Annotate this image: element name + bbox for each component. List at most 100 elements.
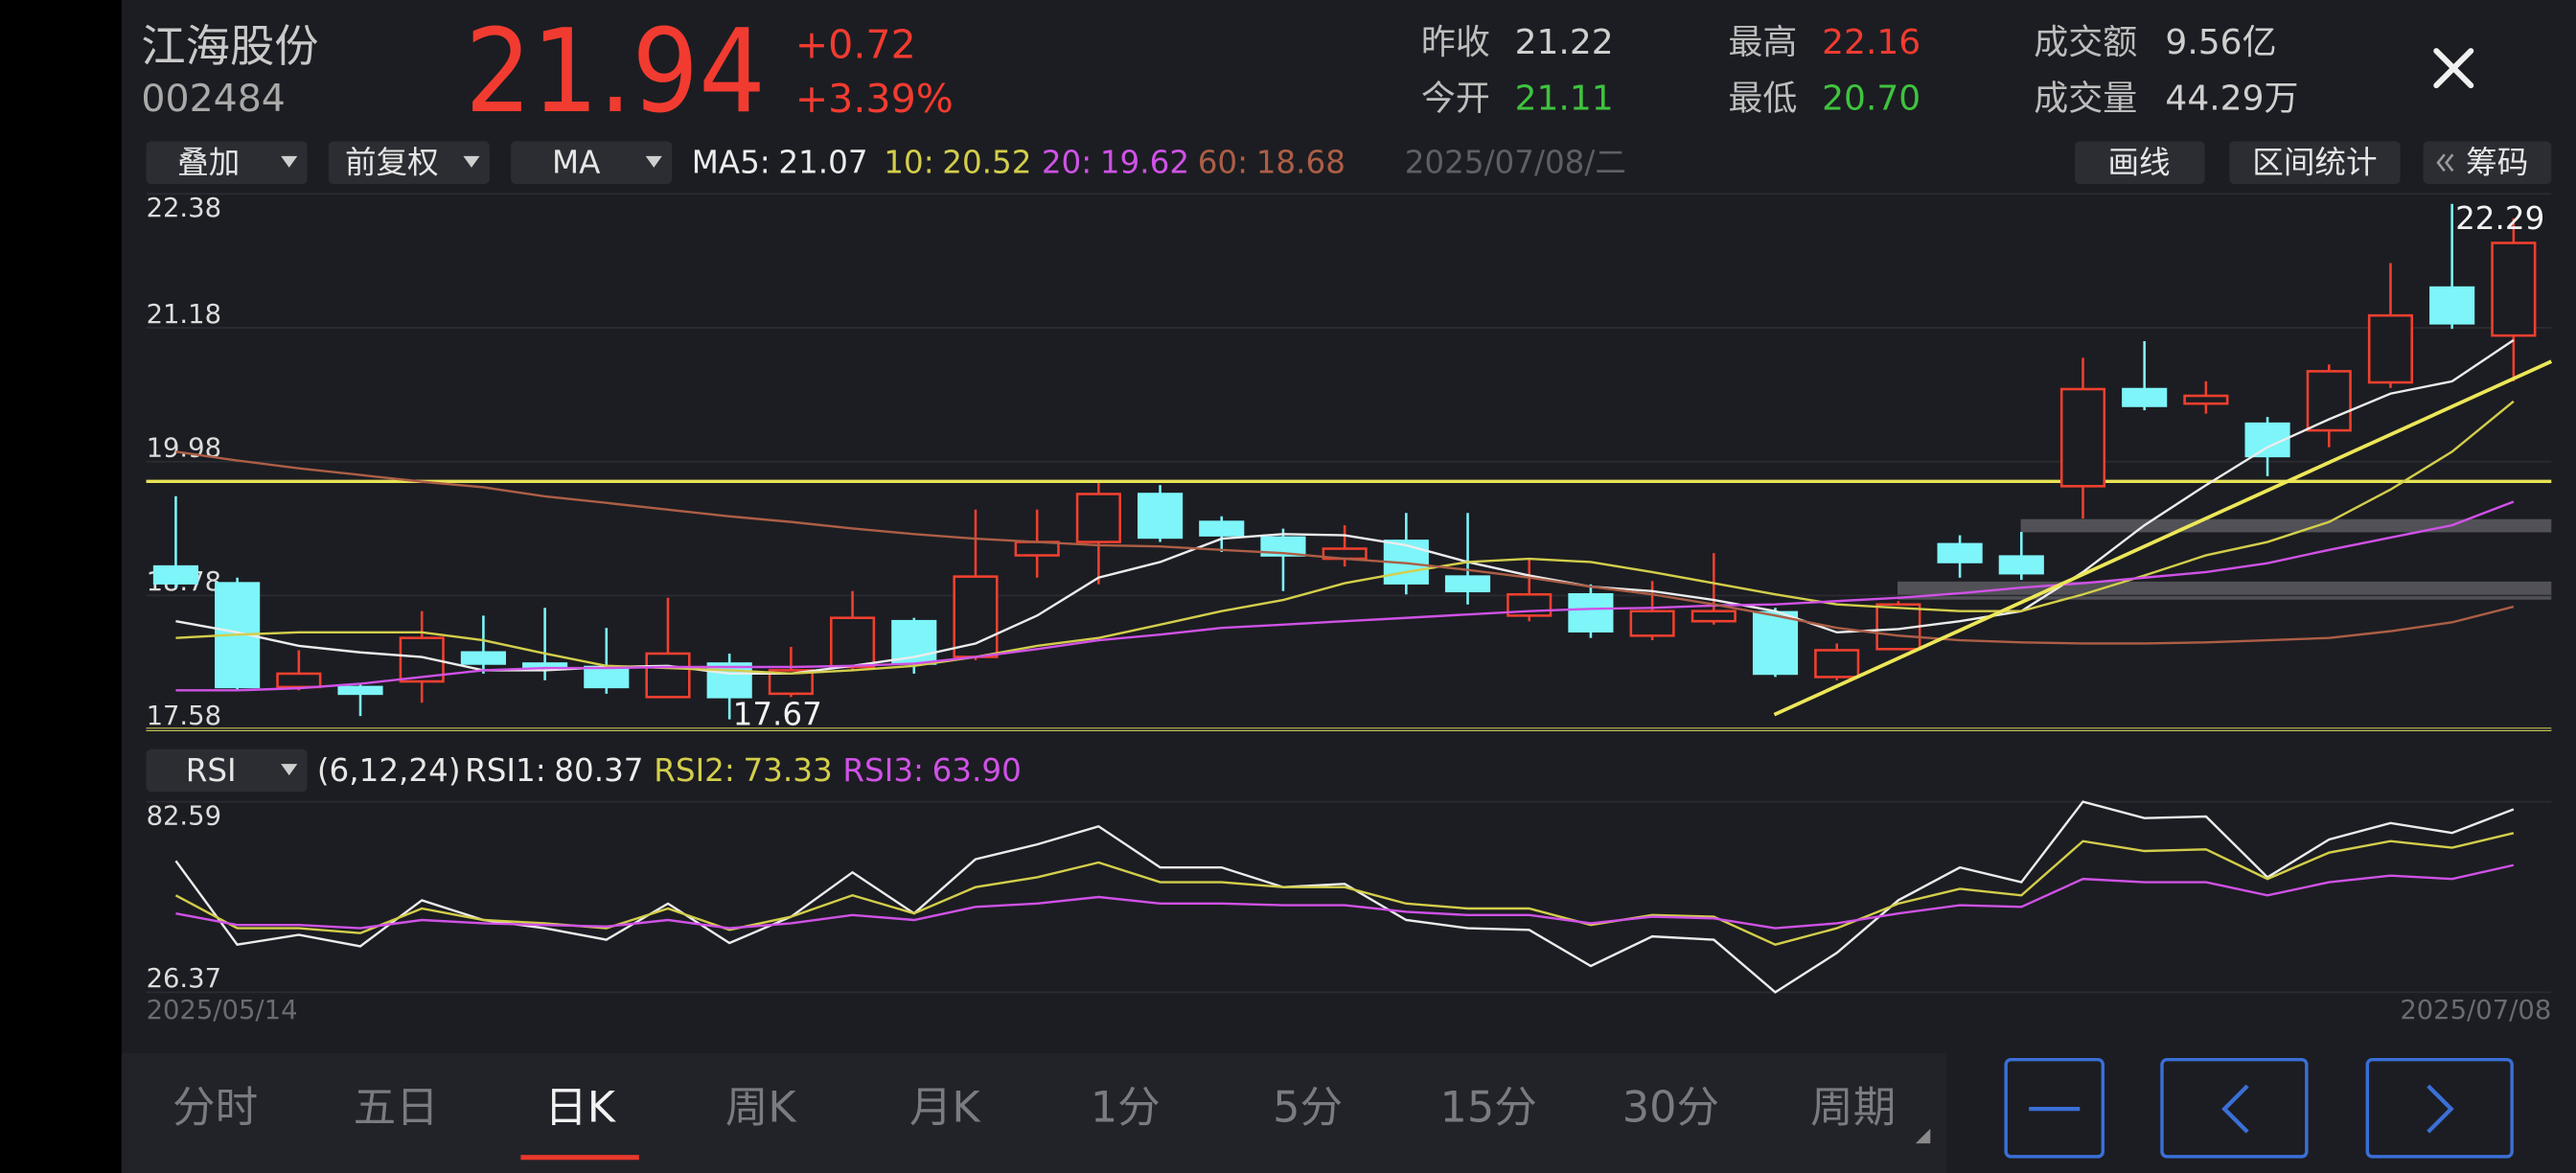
- tabs: 分时 五日 日K 周K 月K 1分 5分 15分 30分 周期: [172, 1082, 1896, 1161]
- button-box: [2075, 141, 2205, 184]
- candle-body: [1568, 592, 1614, 632]
- series-line: [175, 500, 2515, 692]
- legend-value: 80.37: [554, 752, 643, 789]
- stat-label: 成交额: [2034, 23, 2137, 62]
- y-tick-label: 19.98: [147, 433, 221, 463]
- toolbar-button[interactable]: 画线: [2075, 141, 2205, 184]
- max-label: 22.29: [2455, 200, 2544, 237]
- stat-value: 21.11: [1515, 79, 1614, 118]
- dropdown-label: 叠加: [177, 145, 240, 181]
- legend-value: 21.07: [778, 145, 867, 181]
- candle-body: [830, 616, 876, 669]
- candle-body: [1629, 610, 1675, 637]
- tab-label: 1分: [1091, 1082, 1161, 1132]
- tab[interactable]: 分时: [172, 1082, 258, 1132]
- dropdown-label: MA: [552, 145, 600, 181]
- toolbar-button[interactable]: 区间统计: [2229, 141, 2401, 184]
- dropdown-box: [328, 141, 490, 184]
- stat-value: 20.70: [1822, 79, 1920, 118]
- candle-body: [152, 564, 198, 585]
- candle-body: [1260, 536, 1306, 557]
- candle-body: [953, 575, 999, 658]
- tab[interactable]: 5分: [1273, 1082, 1343, 1132]
- tab[interactable]: 30分: [1622, 1082, 1719, 1132]
- zoom-out-button[interactable]: [2004, 1058, 2104, 1159]
- tab[interactable]: 周K: [725, 1082, 798, 1132]
- candle-body: [1814, 649, 1860, 678]
- dropdown[interactable]: RSI: [146, 748, 308, 793]
- candle-body: [1014, 540, 1060, 557]
- tab-label: 分时: [172, 1082, 258, 1132]
- toolbar-button[interactable]: 筹码: [2423, 141, 2552, 184]
- series-line: [175, 338, 2515, 676]
- series-line: [175, 400, 2515, 676]
- candle-body: [1199, 520, 1245, 537]
- legend-value: 73.33: [743, 752, 832, 789]
- indicator-params: (6,12,24): [317, 752, 461, 789]
- stat-label: 最低: [1728, 79, 1797, 118]
- button-label: 画线: [2107, 145, 2170, 181]
- left-icon: [2221, 1084, 2249, 1134]
- tab[interactable]: 15分: [1440, 1082, 1537, 1132]
- candle-body: [2429, 286, 2475, 325]
- stat-value: 9.56亿: [2165, 23, 2276, 62]
- legend-entry: 20: 19.62: [1042, 145, 1189, 181]
- legend-entry: MA5: 21.07: [692, 145, 868, 181]
- y-tick-label: 22.38: [147, 194, 221, 223]
- candle-body: [460, 651, 506, 665]
- left-strip: [0, 0, 122, 1173]
- change-pct: +3.39%: [795, 76, 954, 122]
- candle-body: [2059, 387, 2106, 488]
- tab[interactable]: 日K: [520, 1082, 639, 1161]
- change: +0.72: [795, 21, 916, 67]
- tab[interactable]: 1分: [1091, 1082, 1161, 1132]
- stat-label: 成交量: [2034, 79, 2137, 118]
- candle-body: [2491, 242, 2537, 337]
- tab[interactable]: 周期: [1810, 1082, 1896, 1132]
- x-tick-label: 2025/07/08: [2400, 996, 2551, 1025]
- dropdown-label: RSI: [186, 752, 237, 789]
- series-line: [175, 863, 2515, 930]
- legend-name: 10:: [884, 145, 933, 181]
- stock-code: 002484: [141, 77, 285, 121]
- prev-button[interactable]: [2160, 1058, 2309, 1159]
- tab-label: 日K: [544, 1082, 617, 1132]
- legend-entry: RSI1: 80.37: [465, 752, 643, 789]
- drawn-trendline: [1773, 359, 2553, 717]
- legend-entry: RSI2: 73.33: [654, 752, 832, 789]
- legend-value: 63.90: [932, 752, 1022, 789]
- cursor-date: 2025/07/08/二: [1405, 145, 1626, 181]
- stock-name: 江海股份: [141, 20, 318, 72]
- next-button[interactable]: [2365, 1058, 2514, 1159]
- tab[interactable]: 月K: [909, 1082, 982, 1132]
- dropdown-arrow: [463, 155, 480, 168]
- tab-label: 月K: [909, 1082, 982, 1132]
- candle-body: [1752, 610, 1799, 676]
- x-tick-label: 2025/05/14: [147, 996, 298, 1025]
- tab-underline: [520, 1155, 639, 1161]
- dropdown[interactable]: 叠加: [146, 141, 308, 184]
- tab[interactable]: 五日: [354, 1082, 439, 1132]
- tab-label: 30分: [1622, 1082, 1719, 1132]
- tab-label: 5分: [1273, 1082, 1343, 1132]
- legend-name: 20:: [1042, 145, 1092, 181]
- tab-label: 周期: [1810, 1082, 1896, 1132]
- candle-body: [2122, 387, 2168, 407]
- close-button[interactable]: [2433, 48, 2474, 89]
- button-label: 区间统计: [2252, 145, 2377, 181]
- legend-value: 20.52: [942, 145, 1031, 181]
- candle-body: [1998, 555, 2044, 575]
- tab-bar: [121, 1052, 1947, 1173]
- dropdown-box: [146, 748, 308, 793]
- dropdown-box: [511, 141, 673, 184]
- candle-body: [1137, 493, 1184, 540]
- dropdown[interactable]: 前复权: [328, 141, 490, 184]
- stat-value: 22.16: [1822, 23, 1920, 62]
- candle-body: [399, 636, 445, 683]
- legend-entry: RSI3: 63.90: [842, 752, 1021, 789]
- legend-value: 18.68: [1256, 145, 1346, 181]
- dropdown[interactable]: MA: [511, 141, 673, 184]
- legend-name: RSI1:: [465, 752, 546, 789]
